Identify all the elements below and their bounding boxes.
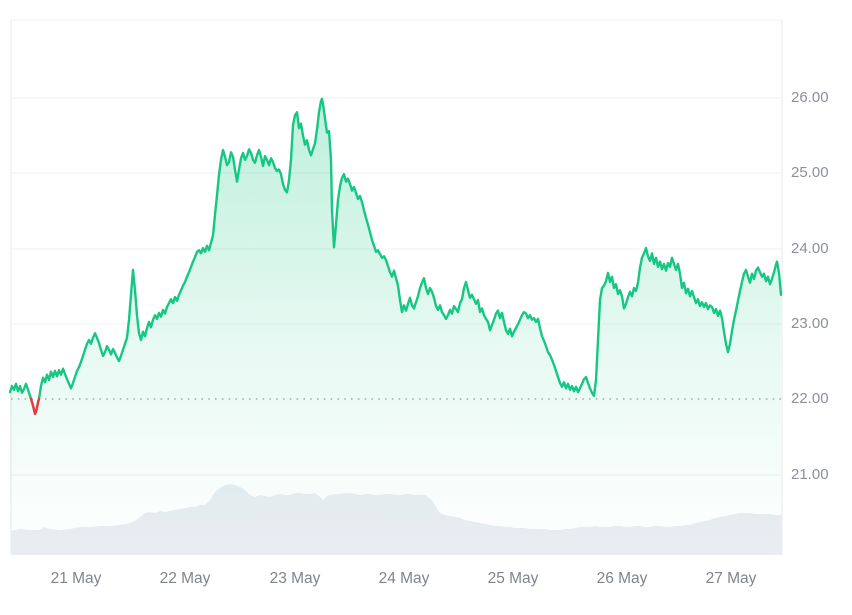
x-axis-label: 22 May (160, 570, 211, 587)
y-axis-label: 25.00 (791, 164, 829, 181)
price-line (8, 97, 783, 416)
x-axis-label: 24 May (379, 570, 430, 587)
y-axis-label: 21.00 (791, 466, 829, 483)
y-axis-label: 23.00 (791, 315, 829, 332)
x-axis-label: 21 May (51, 570, 102, 587)
x-axis-label: 26 May (597, 570, 648, 587)
x-axis-label: 23 May (270, 570, 321, 587)
y-axis-label: 22.00 (791, 390, 829, 407)
price-area-fill (10, 98, 781, 556)
y-axis-label: 26.00 (791, 89, 829, 106)
price-line-down-segment (29, 397, 41, 416)
x-axis-label: 27 May (706, 570, 757, 587)
x-axis-label: 25 May (488, 570, 539, 587)
y-axis-label: 24.00 (791, 240, 829, 257)
